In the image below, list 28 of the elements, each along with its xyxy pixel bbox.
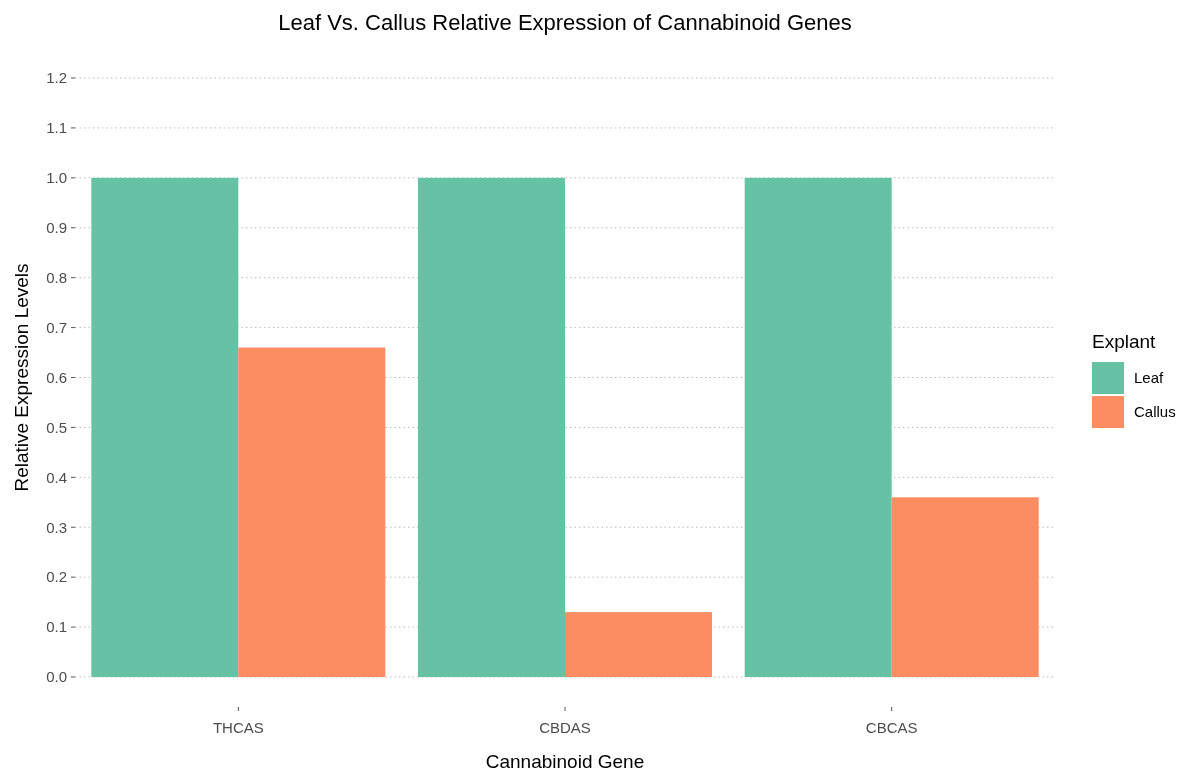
bar	[891, 497, 1039, 677]
bar	[565, 612, 712, 677]
y-tick-label: 0.4	[46, 468, 67, 486]
bar	[418, 177, 565, 677]
legend-label: Callus	[1134, 403, 1176, 421]
y-tick-label: 0.1	[46, 618, 67, 636]
bar	[91, 177, 239, 677]
y-tick-label: 0.3	[46, 518, 67, 536]
y-tick-label: 1.2	[46, 69, 67, 87]
y-tick-label: 0.6	[46, 368, 67, 386]
y-tick-label: 0.5	[46, 418, 67, 436]
x-axis-title: Cannabinoid Gene	[485, 751, 645, 772]
bar	[744, 177, 892, 677]
y-tick-label: 0.0	[46, 668, 67, 686]
y-tick-label: 1.0	[46, 169, 67, 187]
bar	[238, 347, 386, 677]
y-axis-title: Relative Expression Levels	[11, 263, 32, 492]
x-tick-label: CBDAS	[539, 719, 591, 736]
chart-title: Leaf Vs. Callus Relative Expression of Cannabinoid Genes	[278, 10, 852, 35]
y-tick-label: 0.9	[46, 219, 67, 236]
x-tick-label: THCAS	[212, 719, 264, 736]
y-tick-label: 0.8	[46, 268, 67, 286]
x-tick-label: CBCAS	[865, 719, 918, 736]
y-tick-label: 0.7	[46, 318, 67, 336]
y-tick-label: 1.1	[46, 119, 67, 137]
legend-title: Explant	[1092, 331, 1157, 352]
y-tick-label: 0.2	[46, 568, 67, 586]
legend-label: Leaf	[1134, 369, 1165, 387]
